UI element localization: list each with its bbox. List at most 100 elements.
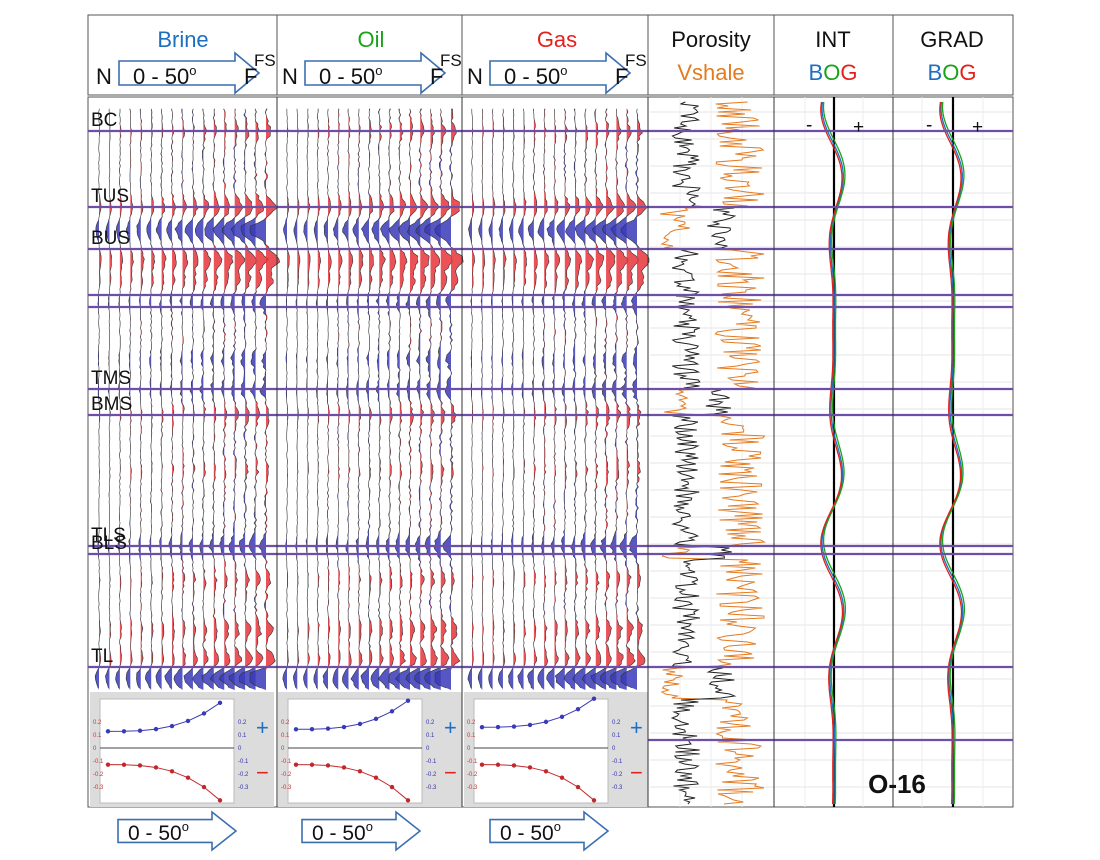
ava-tick-left: 0 (467, 746, 471, 752)
wiggle-trace-brine (145, 108, 156, 689)
wiggle-trace-oil (424, 108, 453, 689)
wiggle-trace-oil (350, 108, 364, 689)
angle-range-brine: 0 - 50o (133, 63, 197, 89)
wiggle-trace-oil (322, 108, 332, 689)
trace-trough-fill-brine (183, 109, 193, 690)
trace-peak-fill-oil (399, 109, 408, 690)
trace-peak-fill-brine (119, 109, 123, 690)
trace-trough-fill-gas (582, 109, 596, 690)
trace-peak-fill-brine (161, 109, 167, 690)
wiggle-trace-oil (434, 108, 464, 689)
angle-range-oil: 0 - 50o (319, 63, 383, 89)
trace-trough-fill-brine (250, 109, 266, 690)
bottom-angle-arrow (489, 810, 610, 852)
trace-peak-fill-oil (430, 109, 440, 690)
wiggle-trace-gas (467, 108, 475, 689)
ava-curve-lower (481, 764, 595, 801)
wiggle-trace-oil (313, 108, 321, 689)
well-id: O-16 (868, 769, 926, 799)
ava-minus-sign: − (630, 760, 643, 785)
trace-trough-fill-gas (564, 109, 576, 690)
wiggle-trace-oil (360, 108, 374, 689)
porosity-log (670, 101, 737, 805)
ava-curve-upper (295, 700, 409, 730)
trace-peak-fill-brine (203, 109, 211, 690)
trace-peak-fill-brine (255, 109, 269, 690)
wiggle-trace-gas (581, 108, 605, 689)
trace-peak-fill-brine (213, 109, 222, 690)
ava-tick-right: -0.2 (612, 772, 623, 778)
ava-tick-left: 0.1 (281, 733, 290, 739)
trace-trough-fill-brine (201, 109, 214, 690)
trace-peak-fill-brine (151, 109, 155, 690)
ava-tick-right: -0.3 (426, 785, 437, 791)
wiggle-trace-brine (239, 108, 269, 689)
wiggle-trace-oil (370, 108, 386, 689)
wiggle-trace-oil (303, 108, 311, 689)
trace-peak-fill-brine (234, 109, 245, 690)
trace-trough-fill-gas (590, 109, 607, 690)
trace-peak-fill-gas (575, 109, 582, 690)
trace-peak-fill-brine (130, 109, 134, 690)
wiggle-trace-oil (332, 108, 343, 689)
trace-trough-fill-oil (395, 109, 410, 690)
wiggle-trace-oil (342, 108, 354, 689)
trace-trough-fill-brine (115, 109, 120, 690)
wiggle-trace-brine (94, 108, 102, 689)
degree-sign: o (366, 819, 373, 834)
trace-peak-fill-gas (616, 109, 629, 690)
trace-trough-fill-gas (537, 109, 545, 690)
ava-tick-left: 0.2 (281, 720, 290, 726)
horizon-label-bc: BC (91, 110, 117, 131)
grad-bog: BOG (928, 60, 977, 85)
degree-sign: o (560, 63, 567, 78)
trace-peak-fill-brine (245, 109, 257, 690)
wiggle-trace-brine (115, 108, 124, 689)
trace-trough-fill-brine (239, 109, 256, 690)
porosity-title: Porosity (671, 27, 750, 52)
wiggle-trace-brine (228, 108, 257, 689)
degree-sign: o (182, 819, 189, 834)
grad-curve (940, 101, 964, 805)
ava-tick-left: 0.2 (467, 720, 476, 726)
trace-trough-fill-brine (136, 109, 141, 690)
ava-plot-area (99, 698, 235, 804)
trace-peak-fill-gas (564, 109, 571, 690)
wiggle-trace-oil (395, 108, 419, 689)
ava-tick-right: 0.1 (426, 733, 435, 739)
trace-peak-fill-brine (224, 109, 234, 690)
int-curve (820, 101, 844, 805)
wiggle-trace-brine (218, 108, 246, 689)
trace-trough-fill-gas (621, 109, 637, 690)
ava-tick-right: 0 (238, 746, 242, 752)
trace-peak-fill-oil (369, 109, 374, 690)
int-minus-sign: - (806, 115, 812, 136)
ava-curve-upper (481, 698, 595, 728)
ava-panel-brine: 0.2 0.2 0.1 0.1 0 0 -0.1 -0.1 -0.2 -0.2 -0.3 -0.3 + − (90, 692, 274, 807)
ava-tick-right: -0.1 (238, 759, 249, 765)
int-plus-sign: + (853, 117, 864, 138)
trace-peak-fill-gas (502, 109, 507, 690)
trace-trough-fill-gas (527, 109, 534, 690)
ava-tick-right: -0.3 (238, 785, 249, 791)
horizon-label-tls: TLS (91, 525, 126, 546)
trace-peak-fill-oil (338, 109, 343, 690)
wiggle-trace-oil (405, 108, 430, 689)
ava-tick-right: 0.1 (238, 733, 247, 739)
trace-trough-fill-gas (572, 109, 586, 690)
ava-tick-left: -0.2 (467, 772, 478, 778)
grad-minus-sign: - (926, 115, 932, 136)
ava-plus-sign: + (444, 715, 457, 740)
trace-peak-fill-gas (472, 109, 475, 690)
horizon-label-tms: TMS (91, 368, 131, 389)
ava-tick-right: -0.2 (238, 772, 249, 778)
ava-tick-left: -0.3 (93, 785, 104, 791)
trace-peak-fill-gas (513, 109, 517, 690)
wiggle-trace-brine (201, 108, 223, 689)
trace-trough-fill-gas (610, 109, 627, 690)
trace-peak-fill-gas (482, 109, 485, 690)
ava-tick-left: -0.2 (93, 772, 104, 778)
wiggle-trace-gas (590, 108, 616, 689)
ava-tick-left: -0.2 (281, 772, 292, 778)
